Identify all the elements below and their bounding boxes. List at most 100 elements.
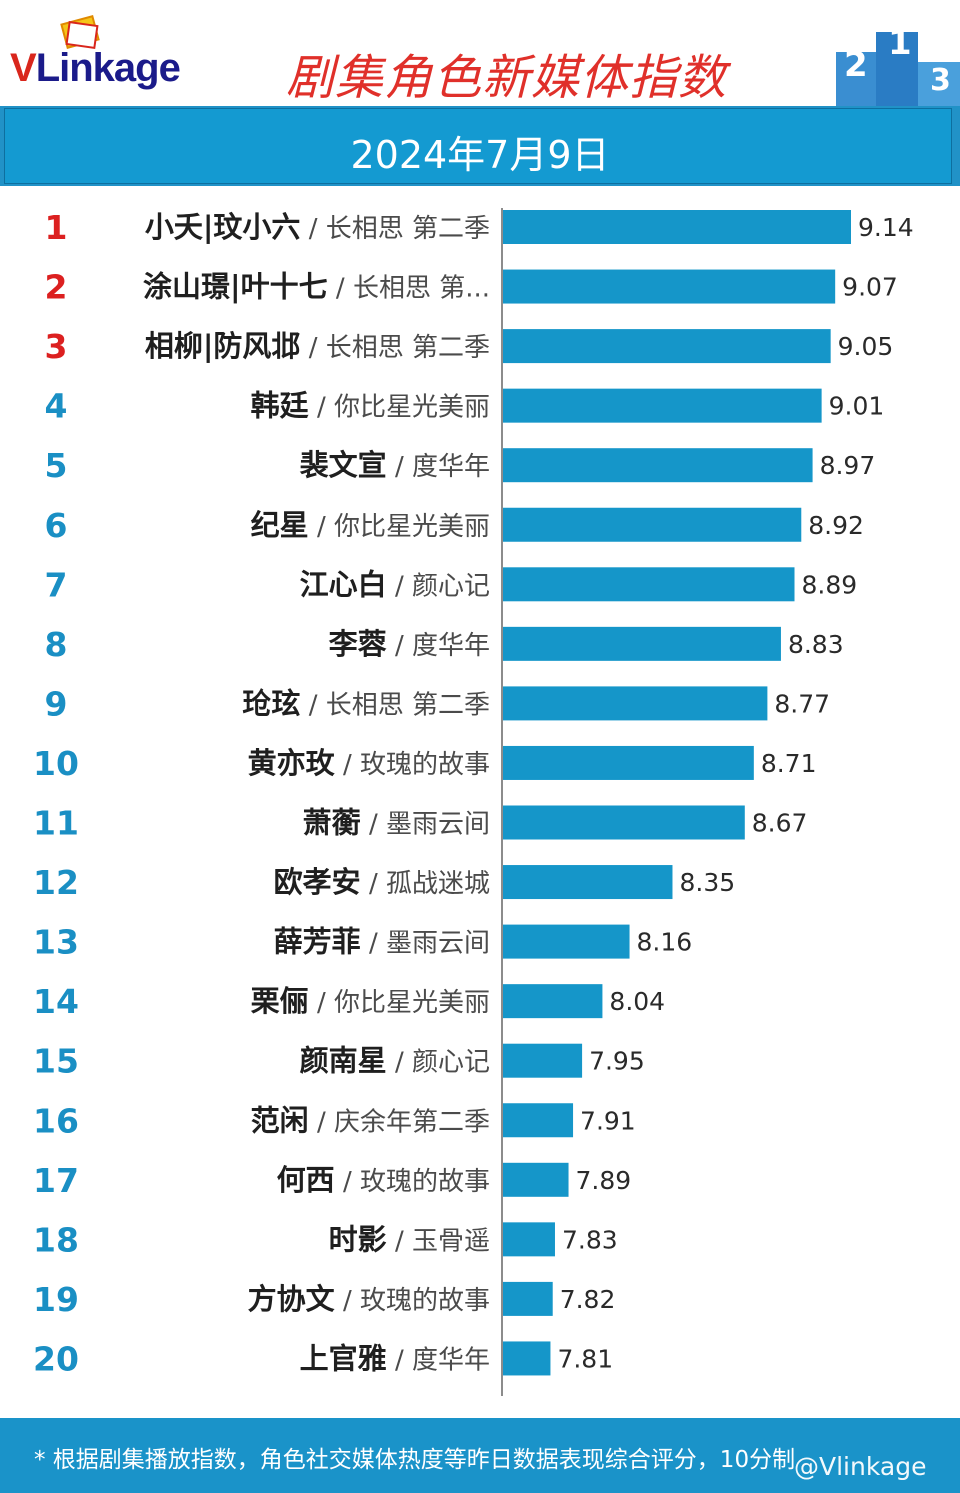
logo-rest: Linkage (35, 46, 181, 90)
row-label: 李蓉 / 度华年 (329, 627, 490, 661)
rank-number: 7 (45, 565, 68, 604)
rank-number: 11 (33, 804, 79, 843)
podium-2: 2 (844, 45, 868, 85)
drama-name: 孤战迷城 (386, 869, 490, 899)
drama-name: 玫瑰的故事 (360, 1167, 490, 1197)
row-label: 萧蘅 / 墨雨云间 (303, 806, 490, 840)
label-separator: / (309, 1107, 334, 1137)
bar-value-label: 8.67 (752, 809, 808, 838)
drama-name: 玫瑰的故事 (360, 1286, 490, 1316)
row-label: 上官雅 / 度华年 (300, 1341, 490, 1375)
character-name: 时影 (329, 1222, 387, 1256)
bar (503, 686, 768, 721)
bar (503, 805, 745, 840)
rank-number: 20 (33, 1339, 79, 1378)
bar-value-label: 8.83 (788, 630, 844, 659)
rank-number: 2 (45, 268, 68, 307)
character-name: 裴文宣 (300, 448, 387, 482)
podium-icon: 2 1 3 (836, 23, 960, 106)
bar (503, 507, 802, 542)
bar-value-label: 8.71 (761, 749, 817, 778)
chart-rows: 1 小夭|玟小六 / 长相思 第二季 9.14 2 涂山璟|叶十七 / 长相思 第...… (33, 208, 914, 1378)
page-title: 剧集角色新媒体指数 (286, 50, 728, 106)
drama-name: 颜心记 (412, 1048, 490, 1078)
header (0, 0, 960, 106)
drama-name: 颜心记 (412, 571, 490, 601)
drama-name: 庆余年第二季 (334, 1107, 490, 1137)
label-separator: / (309, 393, 334, 423)
bar-value-label: 7.81 (557, 1344, 613, 1373)
bar-value-label: 9.14 (858, 213, 914, 242)
bar-value-label: 7.91 (580, 1106, 636, 1135)
drama-name: 长相思 第二季 (326, 333, 490, 363)
drama-name: 你比星光美丽 (334, 512, 490, 542)
row-label: 裴文宣 / 度华年 (300, 448, 490, 482)
bar (503, 567, 795, 602)
drama-name: 长相思 第二季 (326, 214, 490, 244)
label-separator: / (387, 1345, 412, 1375)
rank-number: 9 (45, 684, 68, 723)
bar (503, 448, 813, 483)
label-separator: / (335, 750, 360, 780)
label-separator: / (387, 571, 412, 601)
row-label: 范闲 / 庆余年第二季 (251, 1103, 490, 1137)
character-name: 李蓉 (329, 627, 387, 661)
character-name: 涂山璟|叶十七 (143, 270, 328, 304)
bar-value-label: 8.77 (774, 689, 830, 718)
character-name: 何西 (277, 1163, 335, 1197)
bar (503, 210, 851, 244)
bar-value-label: 7.82 (560, 1285, 616, 1314)
bar (503, 1281, 553, 1316)
character-name: 相柳|防风邶 (145, 329, 301, 363)
character-name: 黄亦玫 (248, 746, 336, 780)
label-separator: / (387, 631, 412, 661)
label-separator: / (309, 988, 334, 1018)
row-label: 颜南星 / 颜心记 (300, 1044, 490, 1078)
drama-name: 度华年 (412, 452, 490, 482)
bar (503, 1162, 569, 1197)
rank-number: 19 (33, 1280, 79, 1319)
label-separator: / (335, 1167, 360, 1197)
rank-number: 8 (45, 625, 68, 664)
rank-number: 6 (45, 506, 68, 545)
bar (503, 1103, 574, 1138)
label-separator: / (361, 810, 386, 840)
label-separator: / (300, 690, 325, 720)
bar-value-label: 7.83 (562, 1225, 618, 1254)
drama-name: 墨雨云间 (386, 929, 490, 959)
rank-number: 14 (33, 982, 79, 1021)
bar (503, 1341, 551, 1376)
bar-value-label: 9.05 (838, 332, 894, 361)
drama-name: 玉骨遥 (412, 1226, 490, 1256)
rank-number: 10 (33, 744, 79, 783)
bar-value-label: 8.04 (609, 987, 665, 1016)
bar-value-label: 7.95 (589, 1047, 645, 1076)
row-label: 江心白 / 颜心记 (300, 567, 490, 601)
row-label: 玱玹 / 长相思 第二季 (242, 686, 490, 720)
row-label: 黄亦玫 / 玫瑰的故事 (248, 746, 490, 780)
row-label: 欧孝安 / 孤战迷城 (274, 865, 490, 899)
bar-value-label: 8.89 (802, 570, 858, 599)
character-name: 颜南星 (300, 1044, 387, 1078)
bar (503, 329, 831, 364)
date-label: 2024年7月9日 (350, 133, 610, 177)
rank-number: 1 (45, 208, 68, 247)
drama-name: 长相思 第二季 (326, 690, 490, 720)
drama-name: 度华年 (412, 1345, 490, 1375)
rank-number: 16 (33, 1101, 79, 1140)
bar (503, 1222, 555, 1257)
row-label: 栗俪 / 你比星光美丽 (251, 984, 490, 1018)
bar (503, 1043, 583, 1078)
rank-number: 17 (33, 1161, 79, 1200)
bar (503, 924, 630, 959)
bar-value-label: 8.16 (637, 928, 693, 957)
label-separator: / (309, 512, 334, 542)
character-name: 小夭|玟小六 (145, 210, 301, 244)
drama-name: 长相思 第... (353, 274, 490, 304)
bar-value-label: 8.92 (808, 511, 864, 540)
row-label: 薛芳菲 / 墨雨云间 (274, 925, 490, 959)
row-label: 小夭|玟小六 / 长相思 第二季 (145, 210, 490, 244)
character-name: 韩廷 (251, 389, 310, 423)
row-label: 纪星 / 你比星光美丽 (251, 508, 490, 542)
drama-name: 玫瑰的故事 (360, 750, 490, 780)
